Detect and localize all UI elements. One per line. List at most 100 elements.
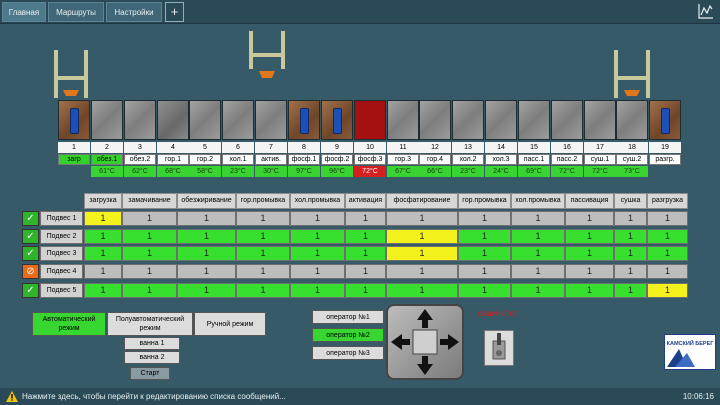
table-cell[interactable]: 1 xyxy=(177,246,236,261)
table-cell[interactable]: 1 xyxy=(236,246,290,261)
check-icon[interactable]: ✓ xyxy=(22,229,39,244)
tab-routes[interactable]: Маршруты xyxy=(48,2,104,22)
table-cell[interactable]: 1 xyxy=(458,211,511,226)
table-cell[interactable]: 1 xyxy=(345,264,386,279)
emergency-stop-switch[interactable] xyxy=(484,330,514,366)
tab-settings[interactable]: Настройки xyxy=(106,2,162,22)
table-cell[interactable]: 1 xyxy=(647,264,688,279)
tab-main[interactable]: Главная xyxy=(2,2,46,22)
table-cell[interactable]: 1 xyxy=(84,229,122,244)
table-cell[interactable]: 1 xyxy=(236,264,290,279)
tank-18[interactable] xyxy=(616,100,648,140)
bath-2-button[interactable]: ванна 2 xyxy=(124,351,180,364)
operator-1-button[interactable]: оператор №1 xyxy=(312,310,384,324)
table-cell[interactable]: 1 xyxy=(84,246,122,261)
table-cell[interactable]: 1 xyxy=(345,246,386,261)
tank-9[interactable] xyxy=(321,100,353,140)
table-cell[interactable]: 1 xyxy=(290,283,345,298)
bath-1-button[interactable]: ванна 1 xyxy=(124,337,180,350)
table-cell[interactable]: 1 xyxy=(386,283,458,298)
table-cell[interactable]: 1 xyxy=(386,246,458,261)
table-cell[interactable]: 1 xyxy=(345,283,386,298)
table-cell[interactable]: 1 xyxy=(386,264,458,279)
table-cell[interactable]: 1 xyxy=(122,264,177,279)
table-cell[interactable]: 1 xyxy=(511,283,565,298)
table-cell[interactable]: 1 xyxy=(458,264,511,279)
stop-icon[interactable]: ⊘ xyxy=(22,264,39,279)
table-cell[interactable]: 1 xyxy=(614,211,647,226)
table-cell[interactable]: 1 xyxy=(511,211,565,226)
table-cell[interactable]: 1 xyxy=(511,229,565,244)
tank-4[interactable] xyxy=(157,100,189,140)
manual-mode-button[interactable]: Ручной режим xyxy=(194,312,266,336)
table-cell[interactable]: 1 xyxy=(177,283,236,298)
tank-8[interactable] xyxy=(288,100,320,140)
add-tab-button[interactable]: + xyxy=(165,2,184,22)
table-cell[interactable]: 1 xyxy=(565,264,614,279)
chart-icon[interactable] xyxy=(698,3,714,19)
tank-1[interactable] xyxy=(58,100,90,140)
table-cell[interactable]: 1 xyxy=(647,246,688,261)
tank-5[interactable] xyxy=(189,100,221,140)
table-cell[interactable]: 1 xyxy=(177,264,236,279)
table-cell[interactable]: 1 xyxy=(122,211,177,226)
table-cell[interactable]: 1 xyxy=(511,246,565,261)
status-bar[interactable]: Нажмите здесь, чтобы перейти к редактиро… xyxy=(0,388,720,405)
table-cell[interactable]: 1 xyxy=(511,264,565,279)
table-cell[interactable]: 1 xyxy=(458,229,511,244)
table-cell[interactable]: 1 xyxy=(290,246,345,261)
table-cell[interactable]: 1 xyxy=(290,229,345,244)
table-cell[interactable]: 1 xyxy=(122,246,177,261)
table-cell[interactable]: 1 xyxy=(614,264,647,279)
table-cell[interactable]: 1 xyxy=(84,264,122,279)
tank-14[interactable] xyxy=(485,100,517,140)
tank-2[interactable] xyxy=(91,100,123,140)
table-cell[interactable]: 1 xyxy=(565,229,614,244)
check-icon[interactable]: ✓ xyxy=(22,246,39,261)
operator-2-button[interactable]: оператор №2 xyxy=(312,328,384,342)
table-cell[interactable]: 1 xyxy=(345,229,386,244)
tank-10[interactable] xyxy=(354,100,386,140)
table-cell[interactable]: 1 xyxy=(84,283,122,298)
start-button[interactable]: Старт xyxy=(130,367,170,380)
table-cell[interactable]: 1 xyxy=(177,229,236,244)
tank-6[interactable] xyxy=(222,100,254,140)
table-cell[interactable]: 1 xyxy=(236,211,290,226)
tank-3[interactable] xyxy=(124,100,156,140)
status-message[interactable]: Нажмите здесь, чтобы перейти к редактиро… xyxy=(22,392,286,401)
table-cell[interactable]: 1 xyxy=(565,246,614,261)
operator-3-button[interactable]: оператор №3 xyxy=(312,346,384,360)
arrow-down-icon[interactable] xyxy=(417,356,433,375)
table-cell[interactable]: 1 xyxy=(614,283,647,298)
tank-19[interactable] xyxy=(649,100,681,140)
table-cell[interactable]: 1 xyxy=(236,229,290,244)
arrow-left-icon[interactable] xyxy=(391,334,410,350)
table-cell[interactable]: 1 xyxy=(290,211,345,226)
table-cell[interactable]: 1 xyxy=(614,246,647,261)
table-cell[interactable]: 1 xyxy=(565,211,614,226)
table-cell[interactable]: 1 xyxy=(345,211,386,226)
tank-13[interactable] xyxy=(452,100,484,140)
table-cell[interactable]: 1 xyxy=(386,229,458,244)
table-cell[interactable]: 1 xyxy=(458,246,511,261)
direction-pad[interactable] xyxy=(386,304,464,380)
table-cell[interactable]: 1 xyxy=(386,211,458,226)
arrow-right-icon[interactable] xyxy=(440,334,459,350)
table-cell[interactable]: 1 xyxy=(647,229,688,244)
check-icon[interactable]: ✓ xyxy=(22,283,39,298)
table-cell[interactable]: 1 xyxy=(614,229,647,244)
arrow-up-icon[interactable] xyxy=(417,309,433,328)
table-cell[interactable]: 1 xyxy=(122,229,177,244)
tank-7[interactable] xyxy=(255,100,287,140)
table-cell[interactable]: 1 xyxy=(122,283,177,298)
tank-17[interactable] xyxy=(584,100,616,140)
semi-auto-mode-button[interactable]: Полуавтоматический режим xyxy=(107,312,193,336)
tank-15[interactable] xyxy=(518,100,550,140)
tank-11[interactable] xyxy=(387,100,419,140)
table-cell[interactable]: 1 xyxy=(647,283,688,298)
tank-16[interactable] xyxy=(551,100,583,140)
table-cell[interactable]: 1 xyxy=(458,283,511,298)
auto-mode-button[interactable]: Автоматический режим xyxy=(32,312,106,336)
table-cell[interactable]: 1 xyxy=(236,283,290,298)
check-icon[interactable]: ✓ xyxy=(22,211,39,226)
